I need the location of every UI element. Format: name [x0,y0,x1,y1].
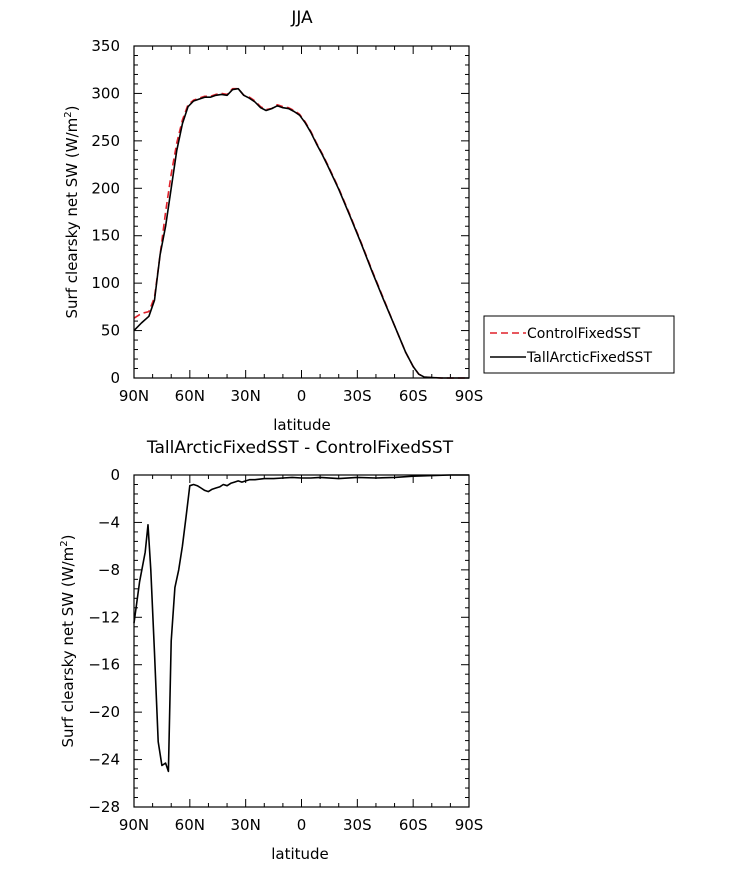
y-tick-label: 150 [91,227,120,245]
x-tick-label: 90N [119,816,149,834]
x-tick-label: 0 [297,816,307,834]
y-tick-label: 250 [91,132,120,150]
bottom-plot-frame [133,474,470,808]
x-tick-label: 30N [231,387,261,405]
y-tick-label: 100 [91,274,120,292]
series-line-control [133,87,469,379]
y-tick-label: 0 [110,369,120,387]
y-tick-label: −16 [88,656,120,674]
bottom-panel-title: TallArcticFixedSST - ControlFixedSST [146,438,454,458]
bottom-x-axis-label: latitude [271,845,329,863]
top-panel-title: JJA [290,8,313,28]
bottom-y-axis-label: Surf clearsky net SW (W/m2) [59,535,77,748]
y-tick-label: −20 [88,703,120,721]
legend-label-control: ControlFixedSST [527,326,641,342]
top-plot-frame [133,45,470,379]
legend-label-tallarctic: TallArcticFixedSST [526,350,652,366]
series-line-difference [133,474,469,773]
y-tick-label: −8 [98,561,120,579]
top-x-axis-label: latitude [273,416,331,434]
y-tick-label: 50 [101,322,120,340]
y-tick-label: −4 [98,513,120,531]
y-tick-label: 0 [110,466,120,484]
y-tick-label: −24 [88,751,120,769]
x-tick-label: 90N [119,387,149,405]
x-tick-label: 60N [175,816,205,834]
series-line-tallarctic [133,87,469,379]
x-tick-label: 60S [399,387,428,405]
x-tick-label: 60N [175,387,205,405]
x-tick-label: 30N [231,816,261,834]
bottom-panel: TallArcticFixedSST - ControlFixedSST 90N… [59,438,483,863]
x-tick-label: 0 [297,387,307,405]
y-tick-label: 300 [91,84,120,102]
y-tick-label: 350 [91,37,120,55]
legend: ControlFixedSST TallArcticFixedSST [483,315,675,374]
x-tick-label: 30S [343,387,372,405]
y-tick-label: −28 [88,798,120,816]
y-tick-label: 200 [91,179,120,197]
x-tick-label: 30S [343,816,372,834]
x-tick-label: 60S [399,816,428,834]
top-panel: JJA 90N 60N 30N 0 30S 60S 90S 0 50 100 150 200 250 30… [63,8,675,434]
top-y-axis-label: Surf clearsky net SW (W/m2) [63,106,81,319]
legend-box [483,315,675,374]
y-tick-label: −12 [88,608,120,626]
x-tick-label: 90S [455,387,484,405]
x-tick-label: 90S [455,816,484,834]
